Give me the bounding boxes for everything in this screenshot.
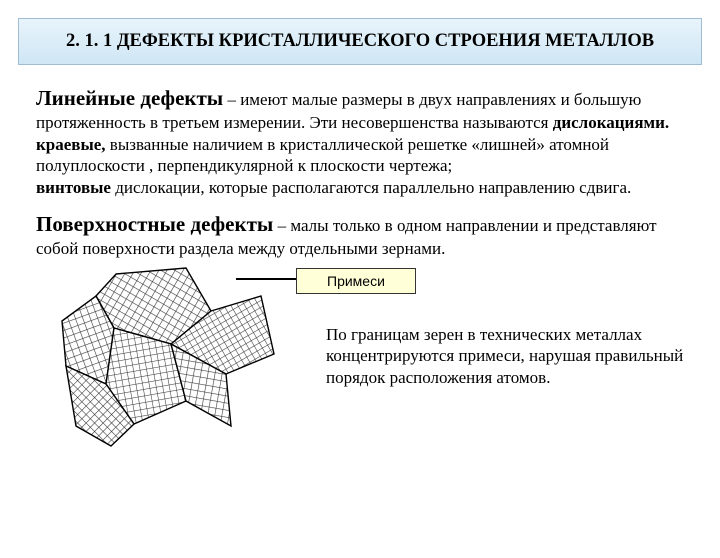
section-linear-defects: Линейные дефекты – имеют малые размеры в… <box>36 85 684 199</box>
section2-heading: Поверхностные дефекты <box>36 212 273 236</box>
header-title: 2. 1. 1 ДЕФЕКТЫ КРИСТАЛЛИЧЕСКОГО СТРОЕНИ… <box>35 31 685 52</box>
lower-region: Примеси По границам зерен в технических … <box>36 266 684 486</box>
label-leader-line <box>236 278 296 280</box>
impurities-label: Примеси <box>296 268 416 294</box>
section1-bold1: дислокациями. <box>553 113 669 132</box>
section-surface-defects: Поверхностные дефекты – малы только в од… <box>36 211 684 260</box>
section1-heading: Линейные дефекты <box>36 86 223 110</box>
section1-line2-bold: краевые, <box>36 135 110 154</box>
impurities-label-text: Примеси <box>327 273 385 289</box>
section1-line3-bold: винтовые <box>36 178 115 197</box>
section1-line2-tail: вызванные наличием в кристаллической реш… <box>36 135 609 176</box>
header-bar: 2. 1. 1 ДЕФЕКТЫ КРИСТАЛЛИЧЕСКОГО СТРОЕНИ… <box>18 18 702 65</box>
right-paragraph: По границам зерен в технических металлах… <box>326 324 696 389</box>
section1-line3-tail: дислокации, которые располагаются паралл… <box>115 178 631 197</box>
grains-diagram <box>56 266 286 451</box>
